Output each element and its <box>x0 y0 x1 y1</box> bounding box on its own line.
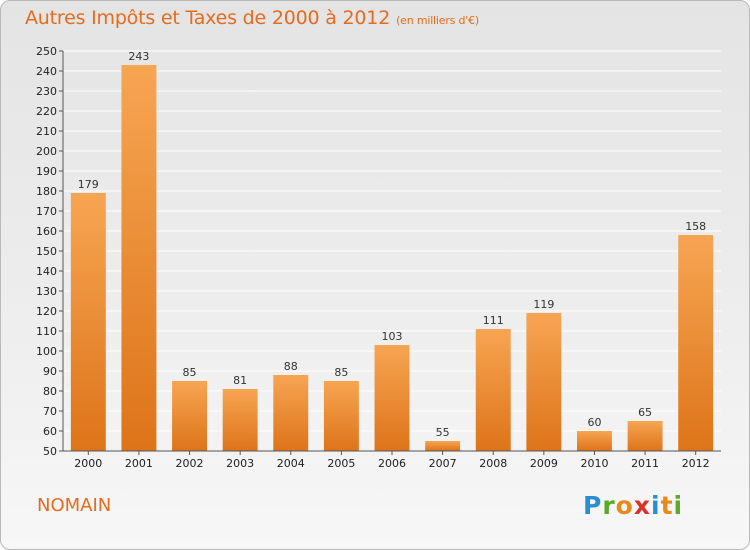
x-tick-label: 2010 <box>580 457 608 470</box>
y-tick-label: 100 <box>36 345 57 358</box>
chart-title-text: Autres Impôts et Taxes de 2000 à 2012 <box>25 7 391 29</box>
bar-value-label: 243 <box>128 50 149 63</box>
x-tick-label: 2012 <box>682 457 710 470</box>
y-tick-label: 240 <box>36 65 57 78</box>
bar <box>475 329 511 451</box>
x-tick-label: 2008 <box>479 457 507 470</box>
bar <box>70 193 106 451</box>
y-tick-label: 210 <box>36 125 57 138</box>
y-tick-label: 50 <box>43 445 57 458</box>
y-tick-label: 160 <box>36 225 57 238</box>
bar <box>526 313 562 451</box>
bar-value-label: 179 <box>78 178 99 191</box>
bar-value-label: 60 <box>587 416 601 429</box>
proxiti-logo: Proxiti <box>583 491 683 520</box>
logo-letter: t <box>660 491 674 520</box>
x-tick-label: 2011 <box>631 457 659 470</box>
x-tick-label: 2007 <box>429 457 457 470</box>
bar <box>273 375 309 451</box>
bar <box>323 381 359 451</box>
logo-letter: i <box>651 491 661 520</box>
bar <box>576 431 612 451</box>
y-tick-label: 110 <box>36 325 57 338</box>
x-tick-label: 2003 <box>226 457 254 470</box>
y-tick-label: 140 <box>36 265 57 278</box>
y-tick-label: 130 <box>36 285 57 298</box>
commune-name: NOMAIN <box>37 495 112 516</box>
y-tick-label: 230 <box>36 85 57 98</box>
x-axis: 2000 2001 2002 2003 2004 2005 2006 2007 2008 2009… <box>63 450 721 470</box>
bar <box>678 235 714 451</box>
y-tick-label: 120 <box>36 305 57 318</box>
bar-value-label: 119 <box>533 298 554 311</box>
bar <box>121 65 157 451</box>
logo-letter: P <box>583 491 603 520</box>
y-tick-label: 250 <box>36 45 57 58</box>
chart-title: Autres Impôts et Taxes de 2000 à 2012 (en… <box>25 7 479 29</box>
bar-value-label: 65 <box>638 406 652 419</box>
bar <box>172 381 208 451</box>
bar-value-label: 158 <box>685 220 706 233</box>
bar-value-label: 88 <box>284 360 298 373</box>
y-tick-label: 190 <box>36 165 57 178</box>
y-tick-label: 150 <box>36 245 57 258</box>
y-tick-label: 220 <box>36 105 57 118</box>
y-tick-label: 170 <box>36 205 57 218</box>
logo-letter: x <box>633 491 651 520</box>
bar <box>627 421 663 451</box>
y-tick-label: 180 <box>36 185 57 198</box>
bar <box>222 389 258 451</box>
bar-value-label: 111 <box>483 314 504 327</box>
x-tick-label: 2005 <box>327 457 355 470</box>
y-tick-label: 60 <box>43 425 57 438</box>
y-tick-label: 70 <box>43 405 57 418</box>
unit-label: (en milliers d'€) <box>396 14 479 27</box>
logo-letter: o <box>615 491 634 520</box>
bar-value-label: 85 <box>334 366 348 379</box>
y-tick-label: 200 <box>36 145 57 158</box>
y-tick-label: 90 <box>43 365 57 378</box>
y-tick-label: 80 <box>43 385 57 398</box>
bar-value-label: 55 <box>436 426 450 439</box>
bar-value-label: 103 <box>382 330 403 343</box>
x-tick-label: 2006 <box>378 457 406 470</box>
bar-value-label: 81 <box>233 374 247 387</box>
bar <box>374 345 410 451</box>
x-tick-label: 2000 <box>74 457 102 470</box>
x-tick-label: 2009 <box>530 457 558 470</box>
x-tick-label: 2001 <box>125 457 153 470</box>
logo-letter: i <box>673 491 684 520</box>
x-tick-label: 2004 <box>277 457 305 470</box>
bar-value-label: 85 <box>183 366 197 379</box>
y-axis: 50 60 70 80 90 100 110 120 130 140 150 160 170 180 190… <box>36 45 64 458</box>
logo-letter: r <box>602 491 616 520</box>
bar <box>425 441 461 451</box>
x-tick-label: 2002 <box>176 457 204 470</box>
bars: 179 243 85 81 88 85 103 55 111 119 60 65 158 <box>70 50 714 451</box>
